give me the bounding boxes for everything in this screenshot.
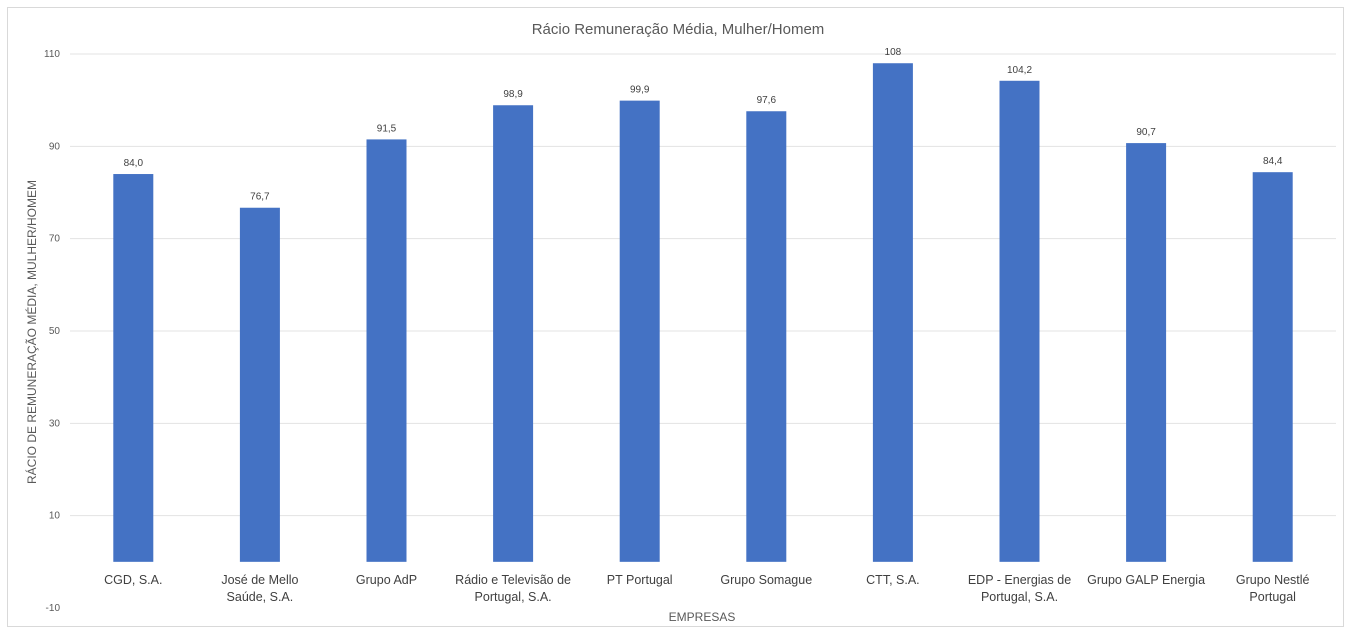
bar (366, 139, 407, 562)
x-axis-ticks: CGD, S.A. José de Mello Saúde, S.A. Grupo A… (104, 573, 1309, 604)
x-tick-label-line: Grupo Somague (720, 573, 812, 587)
x-tick-label-line: CGD, S.A. (104, 573, 162, 587)
x-tick-label-line: Portugal (1249, 590, 1296, 604)
y-tick-label: 90 (49, 141, 61, 152)
data-label: 97,6 (757, 95, 777, 106)
x-axis-title: EMPRESAS (669, 610, 736, 624)
bar (113, 174, 154, 562)
bars (113, 63, 1293, 562)
data-labels: 84,0 76,7 91,5 98,9 99,9 97,6 108 104,2 90,7 84,4 (124, 47, 1283, 203)
x-tick-label-line: Saúde, S.A. (227, 590, 294, 604)
x-tick-label-line: Grupo AdP (356, 573, 417, 587)
chart-frame (7, 7, 1344, 627)
x-tick-label: Grupo Somague (720, 573, 812, 587)
data-label: 104,2 (1007, 65, 1032, 76)
y-tick-label: 30 (49, 418, 61, 429)
y-tick-label: 70 (49, 234, 61, 245)
data-label: 84,4 (1263, 156, 1283, 167)
data-label: 76,7 (250, 192, 270, 203)
x-tick-label-line: CTT, S.A. (866, 573, 919, 587)
x-tick-label: PT Portugal (607, 573, 673, 587)
data-label: 90,7 (1136, 127, 1156, 138)
x-tick-label-line: PT Portugal (607, 573, 673, 587)
y-tick-label: 110 (44, 49, 60, 60)
bar (239, 207, 280, 562)
bar (872, 63, 913, 562)
bar (1126, 143, 1167, 562)
data-label: 98,9 (503, 89, 523, 100)
data-label: 91,5 (377, 123, 397, 134)
x-tick-label: CTT, S.A. (866, 573, 919, 587)
data-label: 84,0 (124, 158, 144, 169)
y-axis-ticks: -10 10 30 50 70 90 110 (44, 49, 60, 614)
bar (619, 100, 660, 562)
x-tick-label-line: Grupo GALP Energia (1087, 573, 1205, 587)
x-tick-label-line: Rádio e Televisão de (455, 573, 571, 587)
gridlines (70, 53, 1336, 517)
x-tick-label: José de Mello Saúde, S.A. (221, 573, 298, 604)
x-tick-label-line: José de Mello (221, 573, 298, 587)
x-tick-label-line: EDP - Energias de (968, 573, 1071, 587)
bar (746, 111, 787, 562)
x-tick-label-line: Grupo Nestlé (1236, 573, 1310, 587)
bar (493, 105, 534, 562)
x-tick-label-line: Portugal, S.A. (981, 590, 1058, 604)
x-tick-label-line: Portugal, S.A. (475, 590, 552, 604)
x-tick-label: Grupo Nestlé Portugal (1236, 573, 1310, 604)
chart-title: Rácio Remuneração Média, Mulher/Homem (532, 21, 825, 38)
bar (1252, 172, 1293, 562)
y-tick-label: -10 (46, 603, 61, 614)
x-tick-label: Grupo AdP (356, 573, 417, 587)
data-label: 99,9 (630, 85, 650, 96)
x-tick-label: CGD, S.A. (104, 573, 162, 587)
data-label: 108 (885, 47, 902, 58)
y-tick-label: 10 (49, 511, 61, 522)
y-tick-label: 50 (49, 326, 61, 337)
y-axis-title: RÁCIO DE REMUNERAÇÃO MÉDIA, MULHER/HOMEM (24, 180, 39, 484)
x-tick-label: EDP - Energias de Portugal, S.A. (968, 573, 1071, 604)
bar (999, 80, 1040, 562)
x-tick-label: Grupo GALP Energia (1087, 573, 1205, 587)
x-tick-label: Rádio e Televisão de Portugal, S.A. (455, 573, 571, 604)
